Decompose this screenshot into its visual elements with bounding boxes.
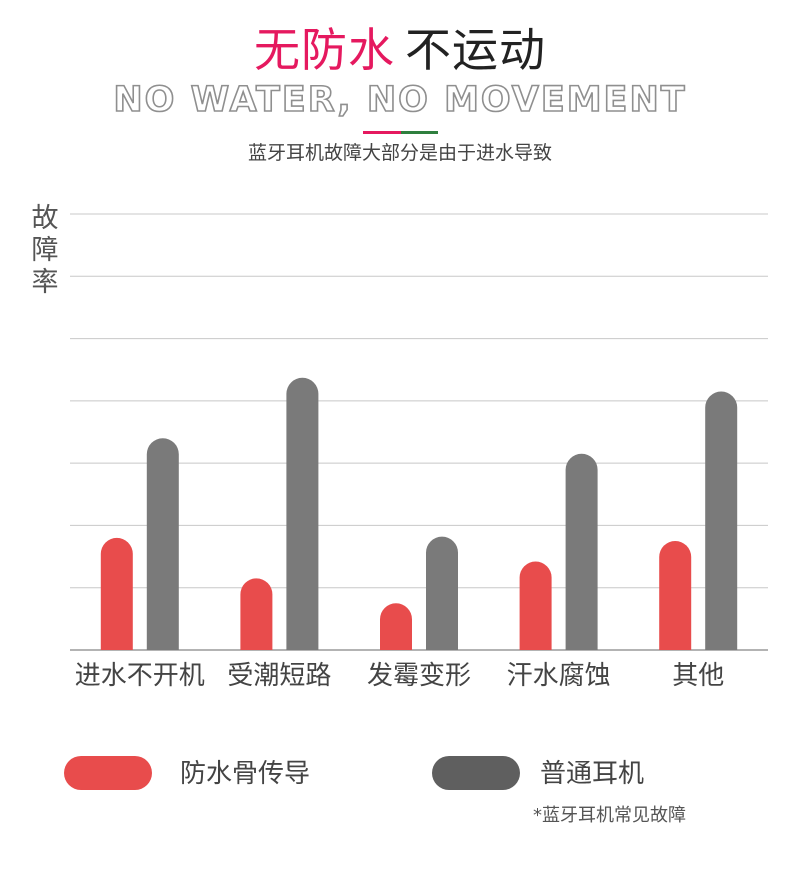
category-label: 发霉变形 (367, 661, 471, 691)
legend-swatch-ordinary (432, 756, 520, 790)
category-label: 其他 (672, 661, 724, 691)
headline-accent: 无防水 (254, 23, 395, 77)
gridlines (70, 213, 768, 651)
legend-swatch-waterproof (64, 756, 152, 790)
divider-green (401, 131, 438, 134)
category-label: 进水不开机 (75, 661, 205, 691)
headline: 无防水 不运动 (0, 22, 800, 78)
bar-ordinary (426, 536, 458, 650)
legend-label-waterproof: 防水骨传导 (180, 759, 311, 789)
caption: 蓝牙耳机故障大部分是由于进水导致 (247, 142, 552, 164)
category-label: 受潮短路 (227, 661, 331, 691)
bars (100, 377, 738, 650)
y-axis-label: 故障率 (31, 203, 59, 298)
category-label: 汗水腐蚀 (507, 661, 611, 691)
english-subtitle: NO WATER, NO MOVEMENT (113, 79, 687, 121)
bar-ordinary (705, 391, 738, 650)
bar-waterproof (380, 603, 412, 650)
legend-label-ordinary: 普通耳机 (540, 759, 645, 789)
bar-waterproof (659, 541, 692, 650)
bar-ordinary (565, 453, 598, 650)
footnote: *蓝牙耳机常见故障 (533, 805, 686, 826)
bar-ordinary (146, 438, 179, 650)
category-labels: 进水不开机 受潮短路 发霉变形 汗水腐蚀 其他 (75, 661, 724, 691)
divider-pink (363, 131, 401, 134)
bar-waterproof (519, 561, 552, 650)
bar-waterproof (240, 578, 273, 650)
headline-main: 不运动 (405, 23, 546, 77)
bar-waterproof (100, 537, 133, 650)
bar-ordinary (286, 377, 319, 650)
